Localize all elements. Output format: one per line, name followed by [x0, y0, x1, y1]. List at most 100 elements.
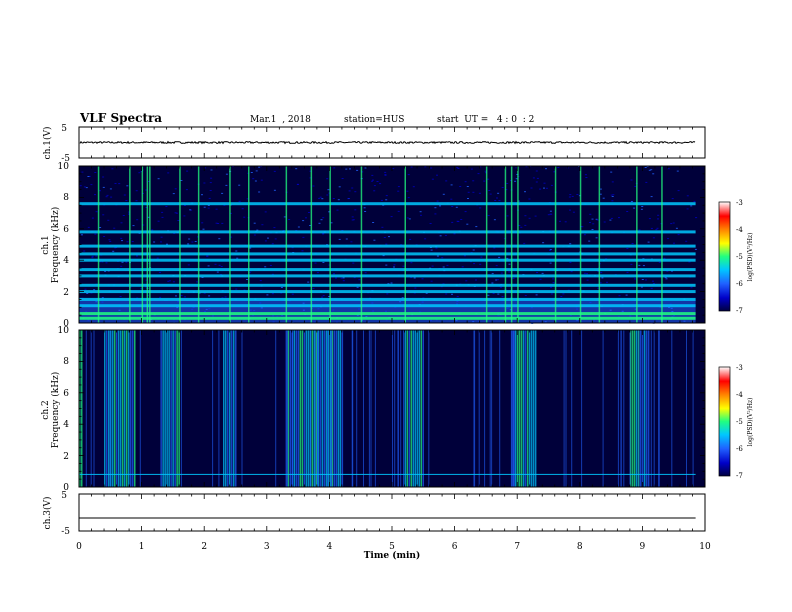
ch1-noise-speck	[665, 278, 668, 280]
ch2-burst-line	[118, 330, 120, 487]
ch1-noise-speck	[379, 183, 382, 185]
ch1-noise-speck	[165, 206, 168, 207]
ch1-waveform-trace	[79, 140, 696, 145]
ch2-sparse-line	[85, 330, 87, 487]
ch1-noise-speck	[322, 295, 325, 297]
ch1-noise-speck	[309, 170, 312, 172]
ch1-noise-speck	[408, 218, 411, 220]
ch2-burst-line	[341, 330, 344, 487]
ch1-noise-speck	[498, 256, 501, 258]
ch1-noise-speck	[461, 266, 464, 268]
ch1-noise-speck	[464, 211, 467, 213]
ch1-noise-speck	[147, 216, 150, 218]
ch1-noise-speck	[384, 171, 387, 173]
ch2-burst-line	[520, 330, 523, 487]
ch1-noise-speck	[243, 216, 246, 218]
ch1-noise-speck	[420, 214, 422, 216]
ch2-sparse-line	[109, 330, 111, 487]
ch1-noise-speck	[238, 184, 241, 186]
ch1-noise-speck	[553, 171, 556, 173]
ch1-noise-speck	[583, 234, 586, 236]
time-tick-labels: 0 1 2 3 4 5 6 7 8 9 10	[76, 542, 711, 552]
ch2-burst-line	[122, 330, 124, 487]
ch1-noise-speck	[113, 227, 116, 229]
ch1-noise-speck	[196, 281, 198, 283]
ch1-noise-speck	[305, 217, 307, 219]
ch1-noise-speck	[532, 177, 535, 179]
ch1-noise-speck	[159, 296, 162, 298]
ch1-noise-speck	[246, 279, 248, 280]
ch1-noise-speck	[144, 286, 147, 288]
ch1-noise-speck	[425, 292, 428, 294]
ch2-sparse-line	[218, 330, 220, 487]
ch1-frequency-band	[79, 230, 696, 234]
ch2-burst-line	[303, 330, 306, 487]
ch1-noise-speck	[475, 226, 478, 228]
ch1-noise-speck	[161, 211, 164, 213]
ch2-burst-line	[518, 330, 521, 487]
ch1-noise-speck	[524, 191, 526, 193]
ch1-noise-speck	[407, 197, 410, 199]
ch1-noise-speck	[489, 193, 492, 195]
ch2-sparse-line	[403, 330, 404, 487]
ch1-noise-speck	[640, 208, 643, 210]
ch1-noise-speck	[436, 200, 439, 202]
ch1-noise-speck	[496, 197, 498, 199]
ch1-noise-speck	[316, 272, 319, 274]
ch1-noise-speck	[261, 224, 264, 226]
ch2-sparse-line	[491, 330, 493, 487]
ch2-burst-line	[524, 330, 527, 487]
ch1-noise-speck	[560, 296, 563, 297]
ch1-noise-speck	[250, 172, 253, 173]
ch1-noise-speck	[479, 207, 482, 209]
ch1-ytick-top: 5	[61, 124, 67, 134]
ch1-noise-speck	[694, 248, 697, 250]
ch1-noise-speck	[562, 293, 565, 295]
ch2-sparse-line	[212, 330, 214, 487]
ch1-time-spike	[485, 166, 488, 323]
ch1-noise-speck	[201, 194, 203, 196]
ch1-noise-speck	[207, 207, 210, 209]
ch3-waveform-frame	[78, 493, 706, 532]
ch1-cbar-tick-m4: -4	[736, 226, 743, 234]
ch1-noise-speck	[363, 207, 366, 209]
ch1-noise-speck	[630, 263, 633, 265]
ch1-noise-speck	[140, 170, 143, 172]
ch2-burst-line	[317, 330, 320, 487]
ch1-noise-speck	[271, 273, 274, 275]
ch1-spectrogram-bg	[79, 166, 705, 323]
ch1-noise-speck	[283, 216, 286, 218]
ch1-noise-speck	[376, 181, 379, 182]
ch1-noise-speck	[528, 217, 531, 219]
ch2-sparse-line	[563, 330, 565, 487]
ch1-noise-speck	[382, 255, 385, 257]
ch1-ytick-bottom: -5	[61, 154, 70, 164]
ch1-noise-speck	[524, 295, 527, 296]
ch1-noise-speck	[630, 201, 633, 202]
ch2-frequency-ylabel: Frequency (kHz)	[50, 372, 61, 449]
ch2-burst-line	[408, 330, 410, 487]
ch1-noise-speck	[671, 198, 674, 200]
ch1-noise-speck	[429, 223, 432, 224]
ch1-noise-speck	[673, 242, 675, 244]
ch1-noise-speck	[202, 228, 205, 230]
ch2-burst-line	[168, 330, 170, 487]
ch1-noise-speck	[153, 241, 156, 243]
ch2-burst-line	[81, 330, 83, 487]
ch1-noise-speck	[536, 272, 539, 273]
ch1-noise-speck	[314, 262, 317, 264]
ch2-burst-line	[532, 330, 535, 487]
ch1-time-spike	[517, 166, 519, 323]
ch1-time-spike	[360, 166, 363, 323]
ch1-noise-speck	[397, 210, 400, 212]
ch1-noise-speck	[187, 264, 190, 266]
ch1-noise-speck	[491, 282, 494, 284]
ch1-noise-speck	[472, 180, 475, 182]
ch1-noise-speck	[464, 181, 467, 183]
ch2-burst-line	[406, 330, 408, 487]
ch1-noise-speck	[383, 237, 386, 238]
ch1-noise-speck	[160, 241, 162, 243]
ch1-noise-speck	[114, 183, 117, 184]
ch1-noise-speck	[663, 257, 666, 259]
